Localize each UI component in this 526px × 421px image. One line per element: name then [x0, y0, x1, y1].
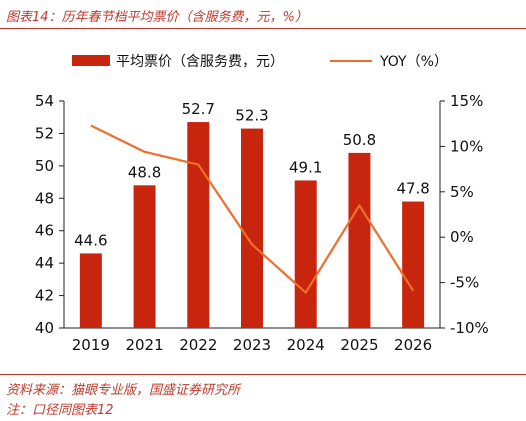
- footer-rule: [0, 374, 526, 375]
- y-left-tick-label: 48: [35, 189, 54, 207]
- y-left-tick-label: 40: [35, 319, 54, 337]
- footnote: 注：口径同图表12: [6, 403, 114, 418]
- y-left-tick-label: 50: [35, 157, 54, 175]
- bar: [79, 253, 102, 328]
- bar-series: [79, 122, 425, 328]
- x-tick-label: 2019: [72, 336, 110, 354]
- title-rule: [0, 28, 526, 29]
- bar: [187, 122, 210, 328]
- source-note: 资料来源：猫眼专业版，国盛证券研究所: [6, 383, 241, 398]
- y-left-tick-label: 42: [35, 287, 54, 305]
- bar-data-label: 49.1: [289, 158, 322, 176]
- data-labels: 44.6 48.8 52.7 52.3 49.1 50.8 47.8: [74, 100, 430, 249]
- y-right-tick-label: -10%: [450, 319, 489, 337]
- bar: [241, 128, 263, 328]
- bar-data-label: 47.8: [396, 180, 429, 198]
- y-right-tick-label: -5%: [450, 274, 479, 292]
- y-left-tick-label: 44: [35, 254, 54, 272]
- x-tick-label: 2022: [179, 336, 217, 354]
- legend-bar-label: 平均票价（含服务费，元）: [116, 54, 284, 70]
- bar-data-label: 52.3: [235, 107, 268, 125]
- bar-data-label: 48.8: [128, 163, 161, 181]
- legend-line-label: YOY（%）: [379, 54, 448, 70]
- x-tick-label: 2025: [340, 336, 378, 354]
- x-tick-label: 2023: [233, 336, 271, 354]
- chart: 平均票价（含服务费，元） YOY（%） 40 42 44 46 48 50 52 54 -10% -…: [35, 54, 489, 354]
- bar: [348, 152, 371, 328]
- y-left-tick-label: 46: [35, 222, 54, 240]
- x-tick-label: 2024: [287, 336, 325, 354]
- bar: [402, 201, 425, 328]
- bar-data-label: 52.7: [182, 100, 215, 118]
- y-left-tick-label: 54: [35, 92, 54, 110]
- legend-bar-swatch: [72, 55, 110, 66]
- yoy-line-series: [90, 124, 415, 294]
- y-right-tick-label: 0%: [450, 228, 474, 246]
- y-right-tick-label: 5%: [450, 183, 474, 201]
- bar: [294, 180, 317, 328]
- x-tick-label: 2021: [125, 336, 163, 354]
- legend: 平均票价（含服务费，元） YOY（%）: [72, 54, 448, 70]
- bar: [133, 185, 156, 328]
- y-right-tick-label: 10%: [450, 137, 483, 155]
- bar-data-label: 50.8: [343, 131, 376, 149]
- x-tick-label: 2026: [394, 336, 432, 354]
- chart-title: 图表14：历年春节档平均票价（含服务费，元，%）: [6, 10, 308, 25]
- y-right-tick-label: 15%: [450, 92, 483, 110]
- y-left-tick-label: 52: [35, 124, 54, 142]
- axes: 40 42 44 46 48 50 52 54 -10% -5% 0% 5% 10% 15% 2019 202…: [35, 92, 489, 354]
- bar-data-label: 44.6: [74, 231, 107, 249]
